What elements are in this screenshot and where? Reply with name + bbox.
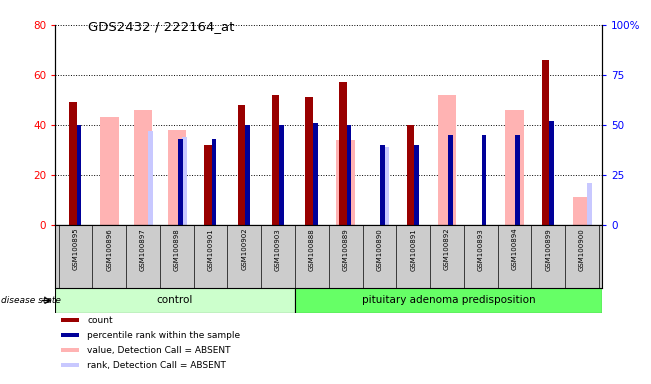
Bar xyxy=(134,110,152,225)
Bar xyxy=(69,102,77,225)
Bar xyxy=(542,60,549,225)
Text: GSM100898: GSM100898 xyxy=(174,228,180,271)
Bar xyxy=(238,105,245,225)
Bar xyxy=(61,333,79,337)
Bar xyxy=(279,125,284,225)
Text: control: control xyxy=(157,295,193,306)
Bar xyxy=(516,135,520,225)
Bar xyxy=(414,145,419,225)
Text: GSM100890: GSM100890 xyxy=(376,228,382,271)
Text: GSM100903: GSM100903 xyxy=(275,228,281,271)
Bar xyxy=(148,131,153,225)
Bar xyxy=(346,125,352,225)
Bar xyxy=(294,288,602,313)
Text: disease state: disease state xyxy=(1,296,61,305)
Text: GSM100888: GSM100888 xyxy=(309,228,315,271)
Text: GSM100889: GSM100889 xyxy=(342,228,349,271)
Bar xyxy=(482,135,486,225)
Bar xyxy=(77,125,81,225)
Text: GSM100895: GSM100895 xyxy=(73,228,79,270)
Text: value, Detection Call = ABSENT: value, Detection Call = ABSENT xyxy=(87,346,230,355)
Bar xyxy=(204,145,212,225)
Text: GSM100902: GSM100902 xyxy=(242,228,247,270)
Bar xyxy=(182,137,187,225)
Text: GSM100900: GSM100900 xyxy=(579,228,585,271)
Text: GSM100901: GSM100901 xyxy=(208,228,214,271)
Bar xyxy=(305,97,313,225)
Text: GSM100899: GSM100899 xyxy=(545,228,551,271)
Bar xyxy=(61,363,79,367)
Bar xyxy=(448,135,452,225)
Bar xyxy=(55,288,294,313)
Text: pituitary adenoma predisposition: pituitary adenoma predisposition xyxy=(361,295,535,306)
Text: rank, Detection Call = ABSENT: rank, Detection Call = ABSENT xyxy=(87,361,226,370)
Bar xyxy=(380,145,385,225)
Bar xyxy=(505,110,523,225)
Text: GSM100894: GSM100894 xyxy=(512,228,518,270)
Text: GSM100893: GSM100893 xyxy=(478,228,484,271)
Bar xyxy=(407,125,414,225)
Bar xyxy=(337,140,355,225)
Bar xyxy=(271,95,279,225)
Bar xyxy=(61,318,79,322)
Bar xyxy=(100,117,118,225)
Text: GDS2432 / 222164_at: GDS2432 / 222164_at xyxy=(88,20,234,33)
Text: GSM100892: GSM100892 xyxy=(444,228,450,270)
Text: GSM100897: GSM100897 xyxy=(140,228,146,271)
Bar xyxy=(573,197,591,225)
Text: percentile rank within the sample: percentile rank within the sample xyxy=(87,331,240,339)
Bar xyxy=(549,121,554,225)
Bar xyxy=(339,82,346,225)
Text: GSM100896: GSM100896 xyxy=(106,228,113,271)
Bar xyxy=(61,348,79,352)
Bar xyxy=(178,139,182,225)
Bar xyxy=(385,147,389,225)
Bar xyxy=(167,130,186,225)
Bar xyxy=(437,95,456,225)
Bar xyxy=(212,139,216,225)
Bar xyxy=(245,125,250,225)
Text: count: count xyxy=(87,316,113,324)
Text: GSM100891: GSM100891 xyxy=(410,228,416,271)
Bar xyxy=(313,123,318,225)
Bar xyxy=(587,183,592,225)
